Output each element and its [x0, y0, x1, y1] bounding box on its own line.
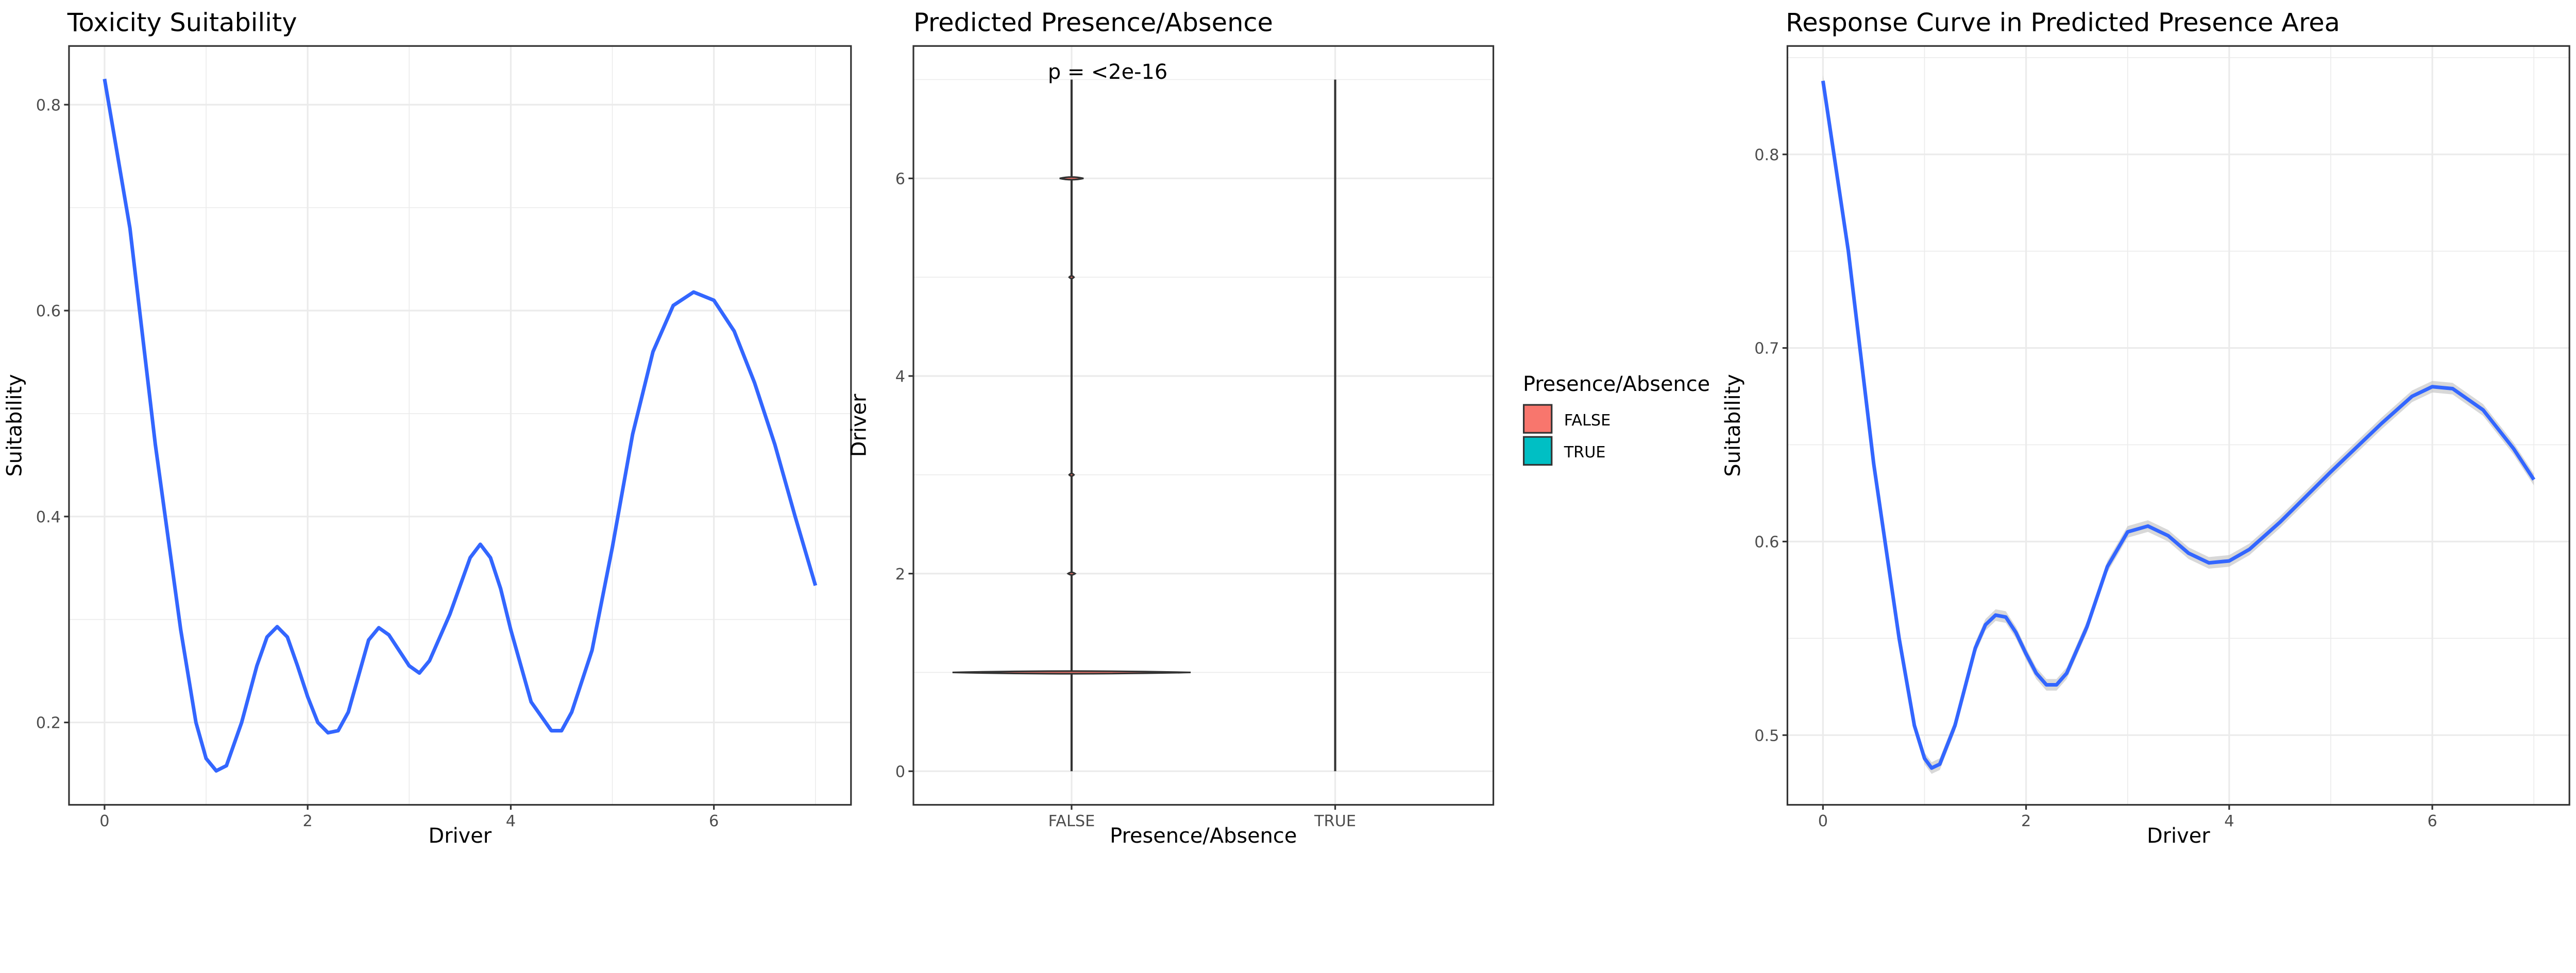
y-tick-label: 0.4: [36, 508, 61, 526]
series-line: [103, 78, 818, 773]
p-value-annotation: p = <2e-16: [1048, 60, 1167, 84]
x-tick-label: 6: [709, 812, 719, 830]
x-tick-label: 2: [2021, 812, 2031, 830]
x-axis-title: Presence/Absence: [1110, 824, 1297, 848]
panel-1: 0.2 0.4 0.6 0.8 0 2 4 6 Toxicity Suitability Driv…: [3, 8, 852, 848]
y-tick-label: 6: [895, 170, 905, 188]
y-axis-title: Driver: [847, 394, 871, 457]
y-tick-label: 0.6: [36, 302, 61, 320]
violin-density-peak: [952, 670, 1191, 675]
y-tick-label: 0: [895, 763, 905, 781]
chart-title: Toxicity Suitability: [67, 8, 297, 38]
legend-key-true: [1522, 436, 1553, 466]
y-axis-title: Suitability: [3, 374, 26, 476]
chart-title: Response Curve in Predicted Presence Are…: [1786, 8, 2340, 38]
x-tick-label: 6: [2427, 812, 2437, 830]
y-axis-title: Suitability: [1721, 374, 1745, 476]
legend-key-false: [1522, 404, 1553, 434]
figure: 0.2 0.4 0.6 0.8 0 2 4 6 Toxicity Suitability Driv…: [3, 8, 2570, 848]
x-axis-title: Driver: [2147, 824, 2210, 848]
y-tick-label: 0.5: [1754, 727, 1779, 745]
x-axis-title: Driver: [429, 824, 492, 848]
chart-title: Predicted Presence/Absence: [913, 8, 1273, 38]
legend: Presence/Absence FALSE TRUE: [1522, 372, 1710, 466]
violin-density-peak: [1068, 472, 1075, 477]
x-tick-label: FALSE: [1048, 812, 1095, 830]
legend-title: Presence/Absence: [1523, 372, 1710, 396]
panel-3: 0.5 0.6 0.7 0.8 0 2 4 6 Response Curve in Predic…: [1721, 8, 2570, 848]
y-tick-label: 2: [895, 566, 905, 584]
panel-border: [1786, 45, 2570, 806]
series-line: [1821, 80, 2536, 770]
x-tick-label: 2: [303, 812, 313, 830]
violin-density-peak: [1068, 275, 1075, 280]
y-tick-label: 0.2: [36, 714, 61, 732]
legend-label: TRUE: [1564, 443, 1606, 462]
confidence-ribbon: [1823, 75, 2534, 774]
legend-label: FALSE: [1564, 412, 1611, 430]
violin-density-peak: [1059, 176, 1084, 181]
x-tick-label: 0: [99, 812, 109, 830]
y-tick-label: 0.6: [1754, 534, 1779, 552]
x-tick-label: 0: [1818, 812, 1828, 830]
violin-density-peak: [1066, 571, 1077, 576]
y-tick-label: 0.8: [36, 96, 61, 114]
x-tick-label: TRUE: [1314, 812, 1356, 830]
panel-border: [912, 45, 1495, 806]
y-tick-label: 0.8: [1754, 146, 1779, 164]
panel-2: p = <2e-16 Presence/Absence FALSE TRUE 0 2 4 6 F…: [847, 8, 1710, 848]
y-tick-label: 0.7: [1754, 340, 1779, 358]
x-tick-label: 4: [2224, 812, 2234, 830]
y-tick-label: 4: [895, 368, 905, 386]
panel-border: [68, 45, 852, 806]
x-tick-label: 4: [506, 812, 516, 830]
